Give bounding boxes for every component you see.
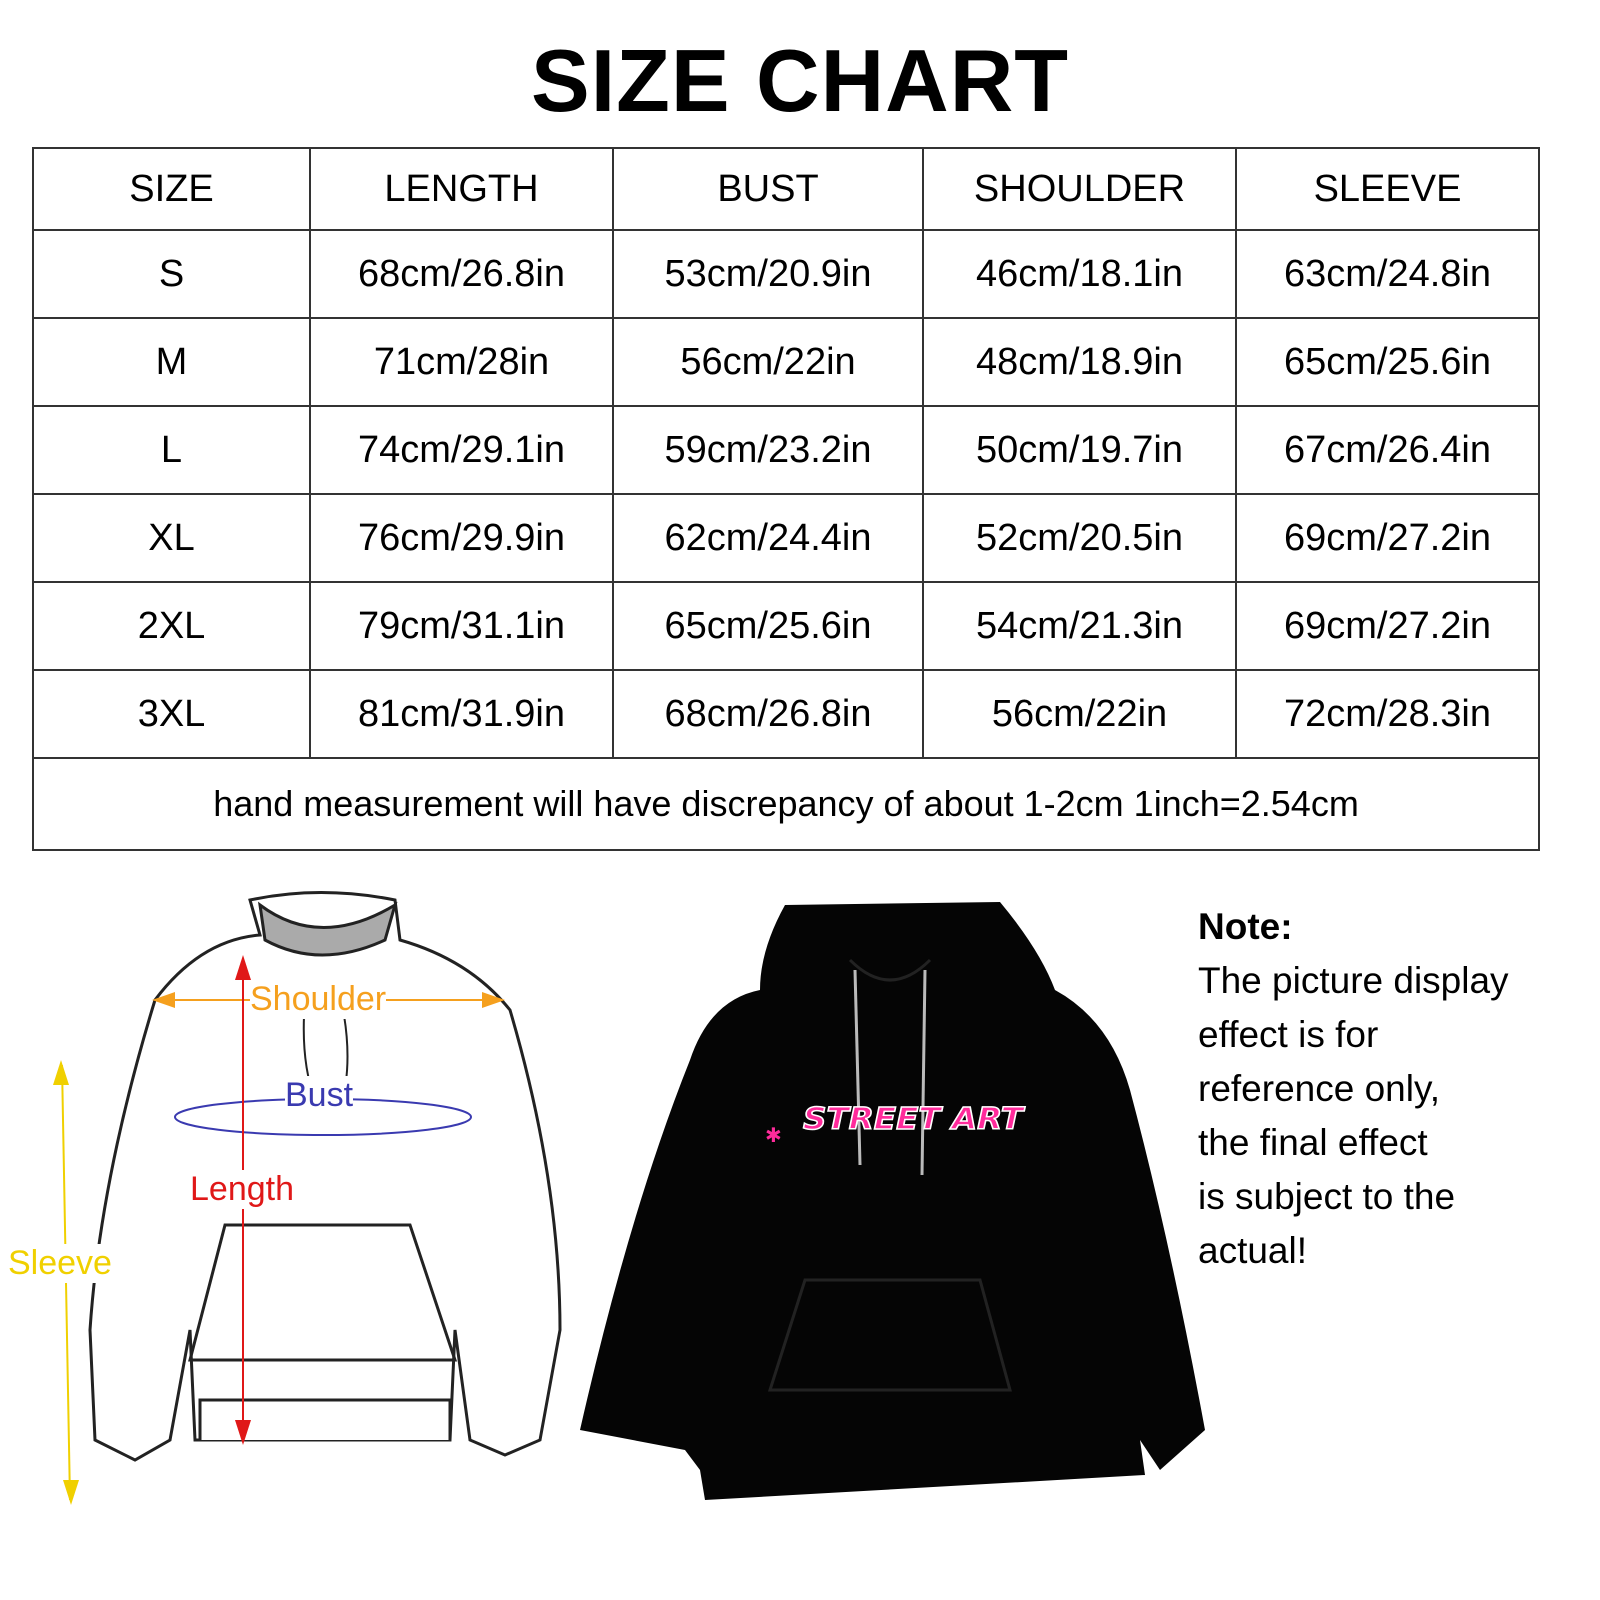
header-sleeve: SLEEVE — [1235, 147, 1540, 231]
cell-sleeve: 72cm/28.3in — [1235, 669, 1540, 759]
table-row: 2XL 79cm/31.1in 65cm/25.6in 54cm/21.3in 69cm… — [32, 581, 1540, 671]
note-line: reference only, — [1198, 1068, 1440, 1109]
street-art-logo: STREET ART ✱ — [765, 1101, 1027, 1147]
note-line: actual! — [1198, 1230, 1308, 1271]
cell-length: 68cm/26.8in — [309, 229, 614, 319]
cell-bust: 53cm/20.9in — [612, 229, 924, 319]
header-size: SIZE — [32, 147, 311, 231]
cell-length: 74cm/29.1in — [309, 405, 614, 495]
cell-sleeve: 65cm/25.6in — [1235, 317, 1540, 407]
table-row: M 71cm/28in 56cm/22in 48cm/18.9in 65cm/25.6i… — [32, 317, 1540, 407]
logo-figure-icon: ✱ — [765, 1123, 782, 1147]
bust-label: Bust — [285, 1076, 354, 1115]
cell-shoulder: 50cm/19.7in — [922, 405, 1237, 495]
cell-size: M — [32, 317, 311, 407]
cell-shoulder: 52cm/20.5in — [922, 493, 1237, 583]
header-length: LENGTH — [309, 147, 614, 231]
cell-size: XL — [32, 493, 311, 583]
note-title: Note: — [1198, 906, 1293, 947]
cell-size: S — [32, 229, 311, 319]
cell-size: L — [32, 405, 311, 495]
cell-size: 2XL — [32, 581, 311, 671]
note-line: effect is for — [1198, 1014, 1379, 1055]
table-row: 3XL 81cm/31.9in 68cm/26.8in 56cm/22in 72cm/2… — [32, 669, 1540, 759]
print-logo-text: STREET ART — [803, 1102, 1026, 1137]
hoodie-outline-drawing — [53, 891, 562, 1505]
note-line: the final effect — [1198, 1122, 1428, 1163]
shoulder-label: Shoulder — [250, 980, 387, 1019]
note-line: is subject to the — [1198, 1176, 1456, 1217]
table-row: XL 76cm/29.9in 62cm/24.4in 52cm/20.5in 69cm/… — [32, 493, 1540, 583]
cell-sleeve: 69cm/27.2in — [1235, 493, 1540, 583]
sleeve-label: Sleeve — [8, 1244, 112, 1283]
header-shoulder: SHOULDER — [922, 147, 1237, 231]
table-header-row: SIZE LENGTH BUST SHOULDER SLEEVE — [32, 147, 1540, 231]
cell-sleeve: 67cm/26.4in — [1235, 405, 1540, 495]
footnote-row: hand measurement will have discrepancy o… — [32, 757, 1540, 851]
cell-bust: 62cm/24.4in — [612, 493, 924, 583]
length-label: Length — [190, 1170, 294, 1209]
cell-bust: 59cm/23.2in — [612, 405, 924, 495]
cell-shoulder: 56cm/22in — [922, 669, 1237, 759]
cell-shoulder: 54cm/21.3in — [922, 581, 1237, 671]
cell-length: 79cm/31.1in — [309, 581, 614, 671]
cell-sleeve: 63cm/24.8in — [1235, 229, 1540, 319]
cell-bust: 65cm/25.6in — [612, 581, 924, 671]
table-row: L 74cm/29.1in 59cm/23.2in 50cm/19.7in 67cm/2… — [32, 405, 1540, 495]
page-title: SIZE CHART — [531, 31, 1069, 130]
table-row: S 68cm/26.8in 53cm/20.9in 46cm/18.1in 63cm/2… — [32, 229, 1540, 319]
black-hoodie-image: STREET ART ✱ — [580, 902, 1205, 1500]
cell-length: 71cm/28in — [309, 317, 614, 407]
note-line: The picture display — [1198, 960, 1509, 1001]
header-bust: BUST — [612, 147, 924, 231]
cell-length: 76cm/29.9in — [309, 493, 614, 583]
size-table: SIZE LENGTH BUST SHOULDER SLEEVE S 68cm/2… — [32, 147, 1540, 851]
cell-bust: 68cm/26.8in — [612, 669, 924, 759]
footnote: hand measurement will have discrepancy o… — [32, 757, 1540, 851]
cell-sleeve: 69cm/27.2in — [1235, 581, 1540, 671]
cell-shoulder: 48cm/18.9in — [922, 317, 1237, 407]
cell-length: 81cm/31.9in — [309, 669, 614, 759]
cell-size: 3XL — [32, 669, 311, 759]
cell-bust: 56cm/22in — [612, 317, 924, 407]
cell-shoulder: 46cm/18.1in — [922, 229, 1237, 319]
note-section: Note: The picture display effect is for … — [1198, 900, 1598, 1278]
hoodie-product-photo: STREET ART ✱ — [570, 890, 1230, 1510]
hoodie-measurement-diagram: Shoulder Bust Length Sleeve — [0, 880, 580, 1530]
